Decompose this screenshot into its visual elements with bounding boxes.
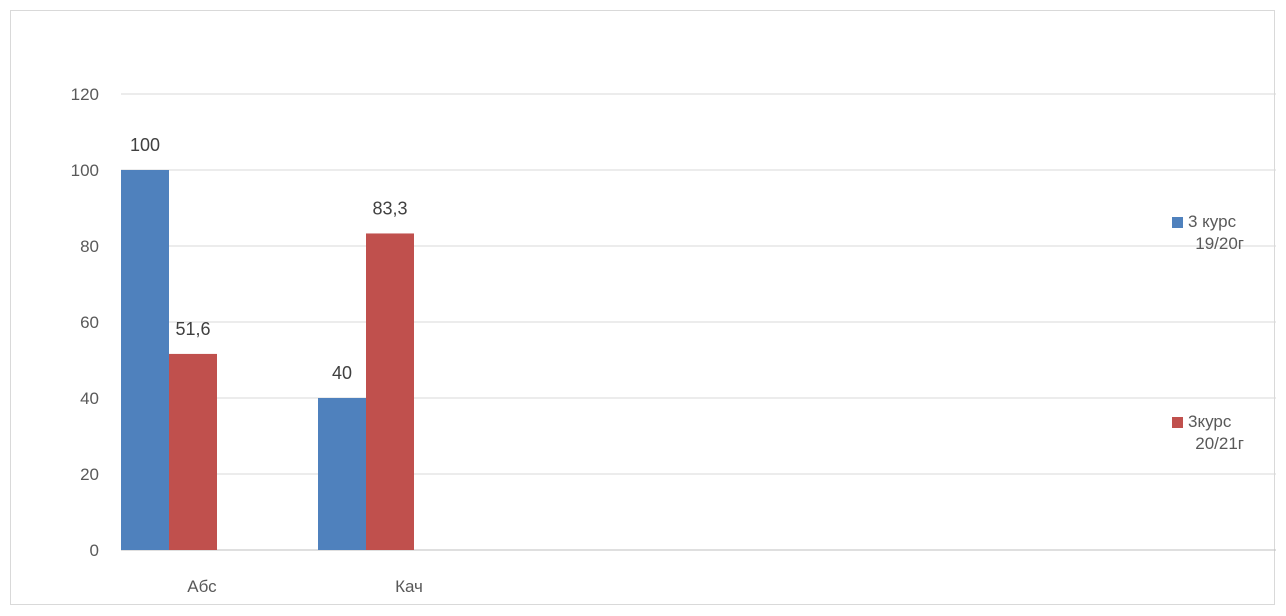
legend-swatch — [1172, 217, 1183, 228]
legend-label: 3 курс — [1188, 212, 1237, 231]
x-category-label: Кач — [395, 577, 423, 596]
data-label: 51,6 — [175, 319, 210, 339]
bar-1-Абс — [121, 170, 169, 550]
y-tick-label: 60 — [80, 313, 99, 332]
y-tick-label: 20 — [80, 465, 99, 484]
y-tick-label: 40 — [80, 389, 99, 408]
bar-chart: 0 20 40 60 80 100 120 100 40 51,6 83,3 Абс Кач 3 к… — [71, 85, 1276, 596]
legend-label: 3курс — [1188, 412, 1232, 431]
bar-2-Абс — [169, 353, 217, 550]
data-label: 100 — [130, 135, 160, 155]
gridlines — [121, 93, 1276, 551]
legend-label: 20/21г — [1195, 434, 1244, 453]
x-category-label: Абс — [187, 577, 217, 596]
bar-1-Кач — [318, 398, 366, 550]
x-axis: Абс Кач — [187, 577, 423, 596]
legend: 3 курс 19/20г 3курс 20/21г — [1172, 212, 1244, 453]
bar-2-Кач — [366, 233, 414, 550]
legend-label: 19/20г — [1195, 234, 1244, 253]
chart-frame: 0 20 40 60 80 100 120 100 40 51,6 83,3 Абс Кач 3 к… — [10, 10, 1276, 605]
y-tick-label: 0 — [90, 541, 99, 560]
y-axis: 0 20 40 60 80 100 120 — [71, 85, 99, 560]
y-tick-label: 80 — [80, 237, 99, 256]
y-tick-label: 100 — [71, 161, 99, 180]
data-labels: 100 40 51,6 83,3 — [130, 135, 408, 383]
legend-swatch — [1172, 417, 1183, 428]
bars — [121, 170, 414, 550]
data-label: 83,3 — [372, 198, 407, 218]
data-label: 40 — [332, 363, 352, 383]
y-tick-label: 120 — [71, 85, 99, 104]
